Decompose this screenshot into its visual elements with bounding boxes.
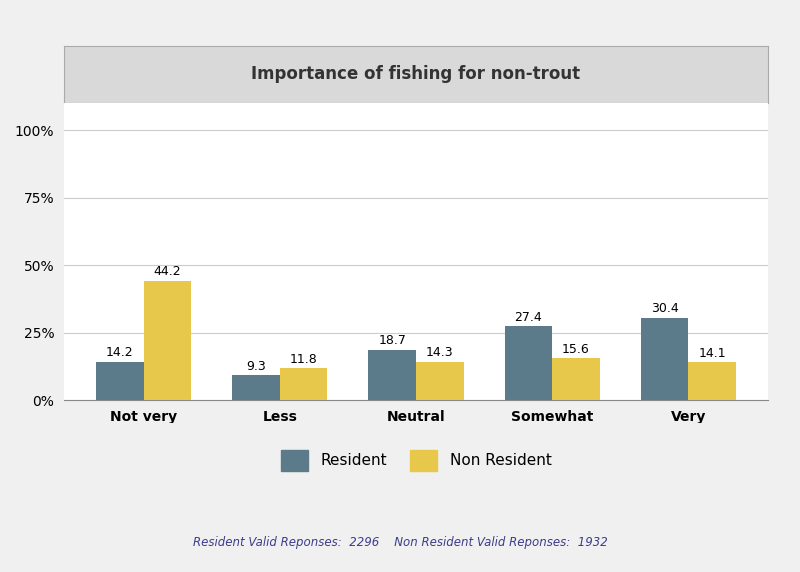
Bar [416, 362, 464, 400]
Bar [280, 368, 327, 400]
Text: 30.4: 30.4 [650, 303, 678, 316]
Bar [552, 358, 600, 400]
Bar [688, 362, 736, 400]
Bar [144, 281, 191, 400]
Bar [96, 362, 144, 400]
Text: Resident Valid Reponses:  2296    Non Resident Valid Reponses:  1932: Resident Valid Reponses: 2296 Non Reside… [193, 536, 607, 549]
Text: 14.3: 14.3 [426, 346, 454, 359]
Bar [368, 350, 416, 400]
Text: 14.1: 14.1 [698, 347, 726, 360]
Bar [232, 375, 280, 400]
Bar [641, 318, 688, 400]
Text: 11.8: 11.8 [290, 353, 318, 366]
Text: 14.2: 14.2 [106, 346, 134, 359]
Text: 18.7: 18.7 [378, 334, 406, 347]
Text: 44.2: 44.2 [154, 265, 182, 278]
Text: 9.3: 9.3 [246, 360, 266, 372]
Text: 15.6: 15.6 [562, 343, 590, 356]
Text: Importance of fishing for non-trout: Importance of fishing for non-trout [251, 65, 581, 84]
Legend: Resident, Non Resident: Resident, Non Resident [274, 443, 558, 478]
Bar [505, 326, 552, 400]
Text: 27.4: 27.4 [514, 311, 542, 324]
